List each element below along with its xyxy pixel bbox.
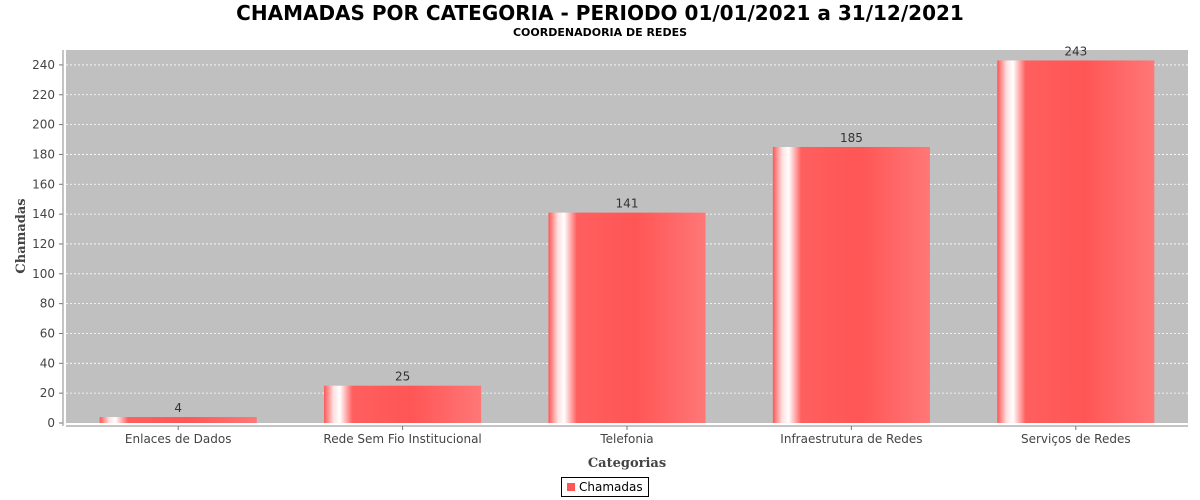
bar-value-label: 185 xyxy=(840,131,863,145)
legend: Chamadas xyxy=(561,477,649,497)
y-tick-label: 200 xyxy=(32,118,55,132)
y-tick-label: 180 xyxy=(32,147,55,161)
y-tick-label: 100 xyxy=(32,267,55,281)
x-tick-label: Enlaces de Dados xyxy=(125,432,232,446)
bar xyxy=(772,146,930,424)
bar xyxy=(997,60,1155,423)
x-tick-label: Rede Sem Fio Institucional xyxy=(323,432,481,446)
y-axis-title: Chamadas xyxy=(14,198,29,273)
bar-value-label: 141 xyxy=(616,197,639,211)
x-axis-title: Categorias xyxy=(588,456,666,471)
y-tick-label: 120 xyxy=(32,237,55,251)
y-tick-label: 80 xyxy=(40,297,55,311)
y-tick-label: 60 xyxy=(40,326,55,340)
y-tick-label: 240 xyxy=(32,58,55,72)
x-tick-label: Serviços de Redes xyxy=(1021,432,1131,446)
y-tick-label: 0 xyxy=(47,416,55,430)
bar-value-label: 25 xyxy=(395,370,410,384)
y-tick-label: 40 xyxy=(40,356,55,370)
bar xyxy=(99,417,257,423)
y-tick-label: 20 xyxy=(40,386,55,400)
legend-label: Chamadas xyxy=(579,480,643,494)
y-tick-label: 140 xyxy=(32,207,55,221)
legend-swatch xyxy=(567,483,575,491)
y-tick-label: 220 xyxy=(32,88,55,102)
chart-title: CHAMADAS POR CATEGORIA - PERIODO 01/01/2… xyxy=(236,1,964,25)
x-tick-label: Telefonia xyxy=(599,432,653,446)
chart-subtitle: COORDENADORIA DE REDES xyxy=(512,26,688,39)
y-tick-label: 160 xyxy=(32,177,55,191)
bar-value-label: 243 xyxy=(1064,44,1087,58)
bar xyxy=(324,385,482,423)
bar-value-label: 4 xyxy=(174,401,182,415)
x-tick-label: Infraestrutura de Redes xyxy=(780,432,922,446)
bar xyxy=(548,212,706,423)
